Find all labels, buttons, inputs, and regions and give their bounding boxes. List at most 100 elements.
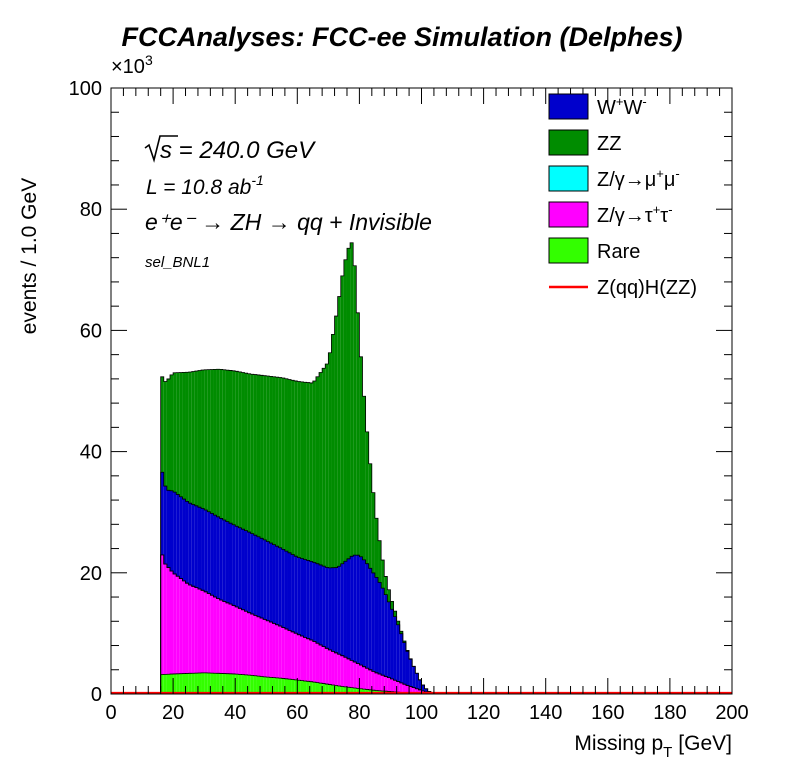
histogram-bin	[337, 566, 341, 655]
histogram-bin	[207, 593, 211, 673]
histogram-bin	[278, 678, 282, 694]
histogram-bin	[346, 658, 351, 688]
histogram-bin	[405, 650, 410, 652]
histogram-bin	[182, 372, 186, 500]
histogram-bin	[160, 472, 164, 555]
histogram-bin	[287, 630, 292, 680]
x-tick-label: 140	[529, 702, 562, 724]
histogram-bin	[297, 680, 301, 694]
histogram-bin	[173, 573, 177, 674]
histogram-bin	[188, 503, 192, 585]
histogram-bin	[365, 668, 369, 690]
histogram-bin	[225, 370, 229, 522]
histogram-bin	[368, 568, 372, 670]
histogram-bin	[194, 371, 198, 506]
x-tick-label: 80	[348, 702, 370, 724]
histogram-bin	[244, 611, 248, 675]
histogram-bin	[194, 587, 198, 674]
histogram-bin	[173, 673, 177, 694]
x-tick-label: 160	[591, 702, 624, 724]
histogram-bin	[238, 527, 242, 609]
histogram-bin	[213, 673, 217, 694]
histogram-bin	[204, 510, 208, 592]
histogram-bin	[272, 623, 276, 678]
histogram-bin	[169, 571, 174, 675]
histogram-bin	[374, 518, 379, 578]
histogram-bin	[235, 526, 239, 607]
histogram-bin	[350, 687, 354, 694]
histogram-bin	[334, 685, 338, 694]
histogram-bin	[225, 673, 229, 694]
histogram-bin	[340, 655, 344, 687]
annotation-luminosity-main: L = 10.8 ab	[146, 176, 252, 199]
histogram-bin	[219, 600, 223, 674]
histogram-bin	[219, 518, 223, 601]
stack-outline	[160, 242, 435, 694]
histogram-bin	[387, 601, 391, 678]
y-multiplier: ×103	[111, 52, 153, 78]
histogram-bin	[278, 626, 282, 679]
histogram-bin	[325, 648, 329, 685]
histogram-bin	[402, 642, 406, 685]
histogram-bin	[374, 577, 379, 673]
histogram-bin	[194, 505, 198, 588]
histogram-bin	[269, 677, 273, 694]
histogram-bin	[260, 676, 264, 694]
histogram-bin	[371, 492, 375, 573]
histogram-bin	[222, 520, 226, 602]
histogram-bin	[343, 657, 347, 687]
histogram-bin	[163, 564, 167, 675]
histogram-bin	[201, 590, 205, 673]
histogram-bin	[294, 380, 298, 557]
y-multiplier-base: ×10	[111, 56, 145, 78]
histogram-bin	[173, 372, 177, 493]
histogram-bin	[309, 681, 313, 694]
histogram-bin	[371, 671, 375, 691]
legend: W+W- ZZ Z/γ→μ+μ- Z/γ→τ+τ- Rare Z(qq)H(ZZ)	[548, 93, 697, 299]
x-axis: 0 20 40 60 80 100 120 140 160 180 200	[105, 88, 749, 724]
y-tick-label: 40	[80, 442, 102, 464]
histogram-bin	[166, 567, 170, 675]
histogram-bin	[343, 561, 347, 658]
histogram-bin	[312, 641, 316, 683]
histogram-bin	[182, 499, 186, 581]
histogram-bin	[241, 674, 245, 694]
histogram-bin	[303, 680, 307, 694]
histogram-bin	[260, 538, 264, 619]
histogram-bin	[225, 521, 229, 603]
histogram-bin	[374, 672, 379, 691]
histogram-bin	[409, 659, 413, 687]
histogram-bin	[281, 378, 285, 550]
histogram-bin	[275, 377, 279, 547]
histogram-bin	[185, 673, 189, 694]
histogram-bin	[256, 374, 261, 537]
histogram-bin	[263, 539, 267, 620]
histogram-bin	[337, 686, 341, 694]
histogram-bin	[387, 677, 391, 692]
histogram-bin	[160, 554, 164, 675]
histogram-bin	[266, 376, 270, 542]
histogram-bars	[160, 242, 435, 695]
histogram-bin	[399, 682, 403, 693]
histogram-bin	[228, 673, 233, 694]
y-tick-label: 0	[91, 684, 102, 706]
legend-entry: ZZ	[548, 129, 621, 156]
histogram-bin	[399, 631, 403, 634]
histogram-bin	[291, 554, 295, 632]
histogram-bin	[173, 492, 177, 574]
histogram-bin	[244, 373, 248, 531]
histogram-bin	[185, 372, 189, 502]
histogram-bin	[325, 364, 329, 568]
annotation-process: e⁺e⁻ → ZH → qq + Invisible	[145, 209, 432, 235]
histogram-bin	[356, 688, 360, 694]
histogram-bin	[350, 242, 354, 557]
histogram-bin	[362, 666, 366, 690]
histogram-bin	[204, 591, 208, 673]
annotation-luminosity-exp: -1	[251, 172, 263, 188]
histogram-bin	[191, 371, 195, 505]
x-axis-label-sub: T	[663, 744, 672, 761]
histogram-bin	[232, 673, 236, 694]
histogram-bin	[197, 588, 202, 673]
histogram-bin	[201, 672, 205, 694]
legend-label: Z(qq)H(ZZ)	[597, 277, 697, 299]
